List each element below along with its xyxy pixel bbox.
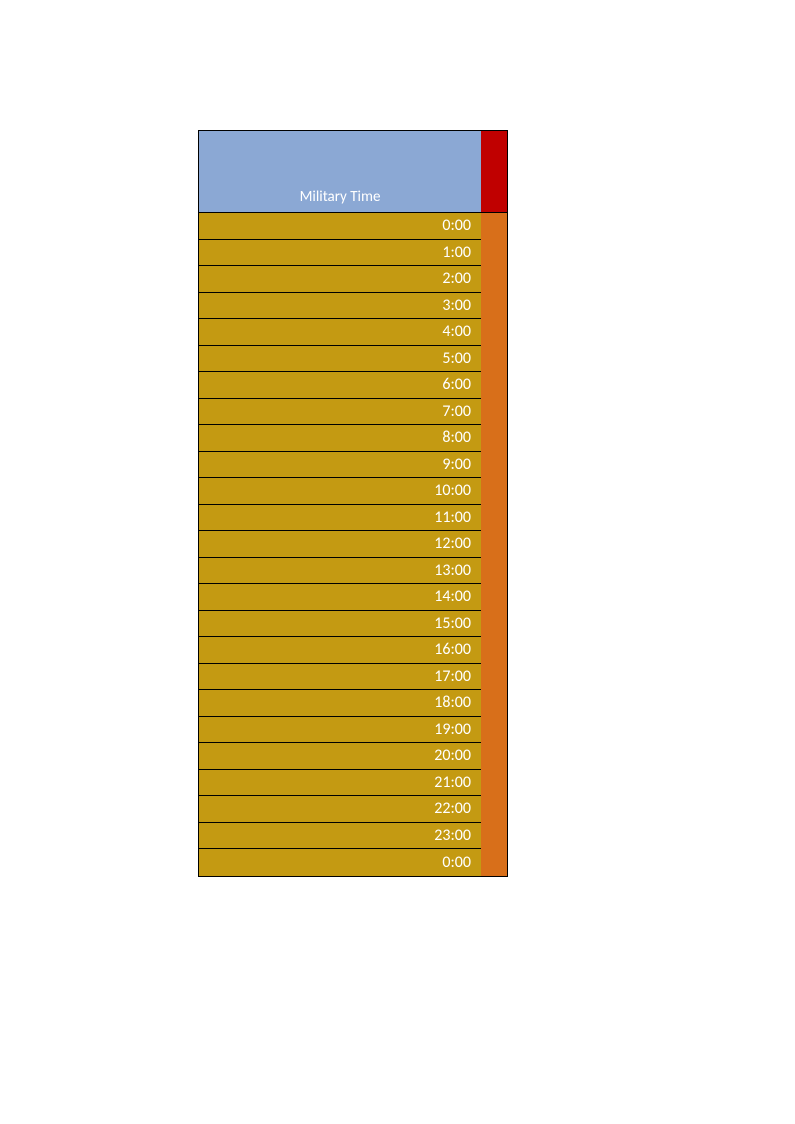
- table-row: 13:00: [199, 558, 481, 585]
- row-value: 8:00: [442, 428, 471, 447]
- table-row: 0:00: [199, 213, 481, 240]
- row-value: 3:00: [442, 296, 471, 315]
- row-value: 22:00: [434, 799, 471, 818]
- main-column: Military Time 0:00 1:00 2:00 3:00 4:00 5:00 6:…: [199, 131, 481, 876]
- row-value: 15:00: [434, 614, 471, 633]
- row-value: 5:00: [442, 349, 471, 368]
- side-column: [481, 131, 507, 876]
- table-row: 5:00: [199, 346, 481, 373]
- table-wrapper: Military Time 0:00 1:00 2:00 3:00 4:00 5:00 6:…: [199, 131, 507, 876]
- side-body-column: [481, 213, 507, 876]
- row-value: 0:00: [442, 216, 471, 235]
- table-row: 11:00: [199, 505, 481, 532]
- header-cell: Military Time: [199, 131, 481, 213]
- row-value: 13:00: [434, 561, 471, 580]
- table-row: 6:00: [199, 372, 481, 399]
- row-value: 16:00: [434, 640, 471, 659]
- table-row: 1:00: [199, 240, 481, 267]
- data-rows-container: 0:00 1:00 2:00 3:00 4:00 5:00 6:00 7:00 8:00 9:00…: [199, 213, 481, 876]
- row-value: 18:00: [434, 693, 471, 712]
- table-row: 17:00: [199, 664, 481, 691]
- table-row: 7:00: [199, 399, 481, 426]
- row-value: 12:00: [434, 534, 471, 553]
- military-time-table: Military Time 0:00 1:00 2:00 3:00 4:00 5:00 6:…: [198, 130, 508, 877]
- table-row: 12:00: [199, 531, 481, 558]
- row-value: 21:00: [434, 773, 471, 792]
- row-value: 14:00: [434, 587, 471, 606]
- row-value: 7:00: [442, 402, 471, 421]
- table-row: 21:00: [199, 770, 481, 797]
- row-value: 11:00: [434, 508, 471, 527]
- table-row: 23:00: [199, 823, 481, 850]
- table-row: 14:00: [199, 584, 481, 611]
- row-value: 10:00: [434, 481, 471, 500]
- table-row: 9:00: [199, 452, 481, 479]
- row-value: 17:00: [434, 667, 471, 686]
- row-value: 19:00: [434, 720, 471, 739]
- table-row: 15:00: [199, 611, 481, 638]
- table-row: 22:00: [199, 796, 481, 823]
- row-value: 20:00: [434, 746, 471, 765]
- table-row: 16:00: [199, 637, 481, 664]
- row-value: 9:00: [442, 455, 471, 474]
- row-value: 0:00: [442, 853, 471, 872]
- row-value: 4:00: [442, 322, 471, 341]
- table-row: 10:00: [199, 478, 481, 505]
- table-row: 0:00: [199, 849, 481, 876]
- row-value: 23:00: [434, 826, 471, 845]
- table-row: 20:00: [199, 743, 481, 770]
- table-row: 19:00: [199, 717, 481, 744]
- row-value: 1:00: [442, 243, 471, 262]
- row-value: 6:00: [442, 375, 471, 394]
- table-row: 2:00: [199, 266, 481, 293]
- table-row: 8:00: [199, 425, 481, 452]
- table-row: 18:00: [199, 690, 481, 717]
- header-side-cell: [481, 131, 507, 213]
- table-row: 3:00: [199, 293, 481, 320]
- table-row: 4:00: [199, 319, 481, 346]
- header-label: Military Time: [300, 188, 381, 206]
- row-value: 2:00: [442, 269, 471, 288]
